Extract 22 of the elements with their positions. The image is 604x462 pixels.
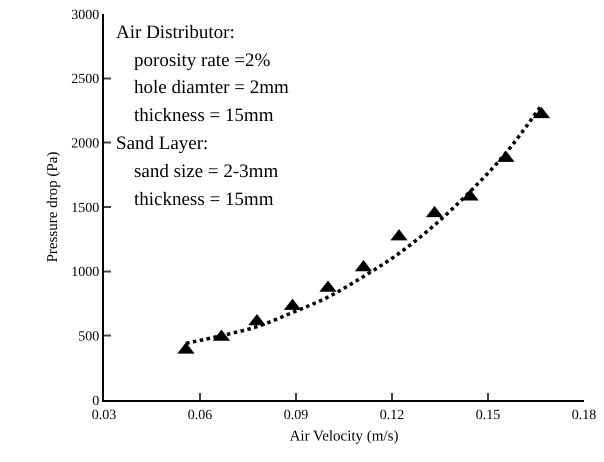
- x-tick-label: 0.18: [572, 408, 596, 423]
- y-tick-label: 2500: [71, 72, 100, 88]
- annotation: hole diamter = 2mm: [134, 77, 289, 98]
- x-tick-label: 0.15: [476, 408, 500, 423]
- y-tick-label: 3000: [71, 8, 100, 23]
- y-tick-label: 0: [92, 394, 100, 409]
- y-axis-title: Pressure drop (Pa): [44, 152, 61, 262]
- y-tick-label: 2000: [71, 136, 100, 152]
- y-tick-label: 500: [78, 330, 100, 345]
- annotation: Sand Layer:: [116, 133, 208, 154]
- x-tick-label: 0.12: [380, 408, 404, 423]
- x-tick-label: 0.06: [188, 408, 212, 423]
- y-tick-label: 1500: [71, 200, 100, 216]
- x-tick-label: 0.09: [284, 408, 308, 423]
- annotation: sand size = 2-3mm: [134, 161, 278, 182]
- x-axis-title: Air Velocity (m/s): [290, 428, 398, 444]
- annotation: Air Distributor:: [116, 22, 235, 43]
- y-tick-label: 1000: [71, 265, 100, 280]
- annotation: thickness = 15mm: [134, 189, 274, 210]
- annotation: porosity rate =2%: [134, 50, 270, 71]
- annotation: thickness = 15mm: [134, 105, 274, 126]
- x-tick-label: 0.03: [92, 408, 116, 423]
